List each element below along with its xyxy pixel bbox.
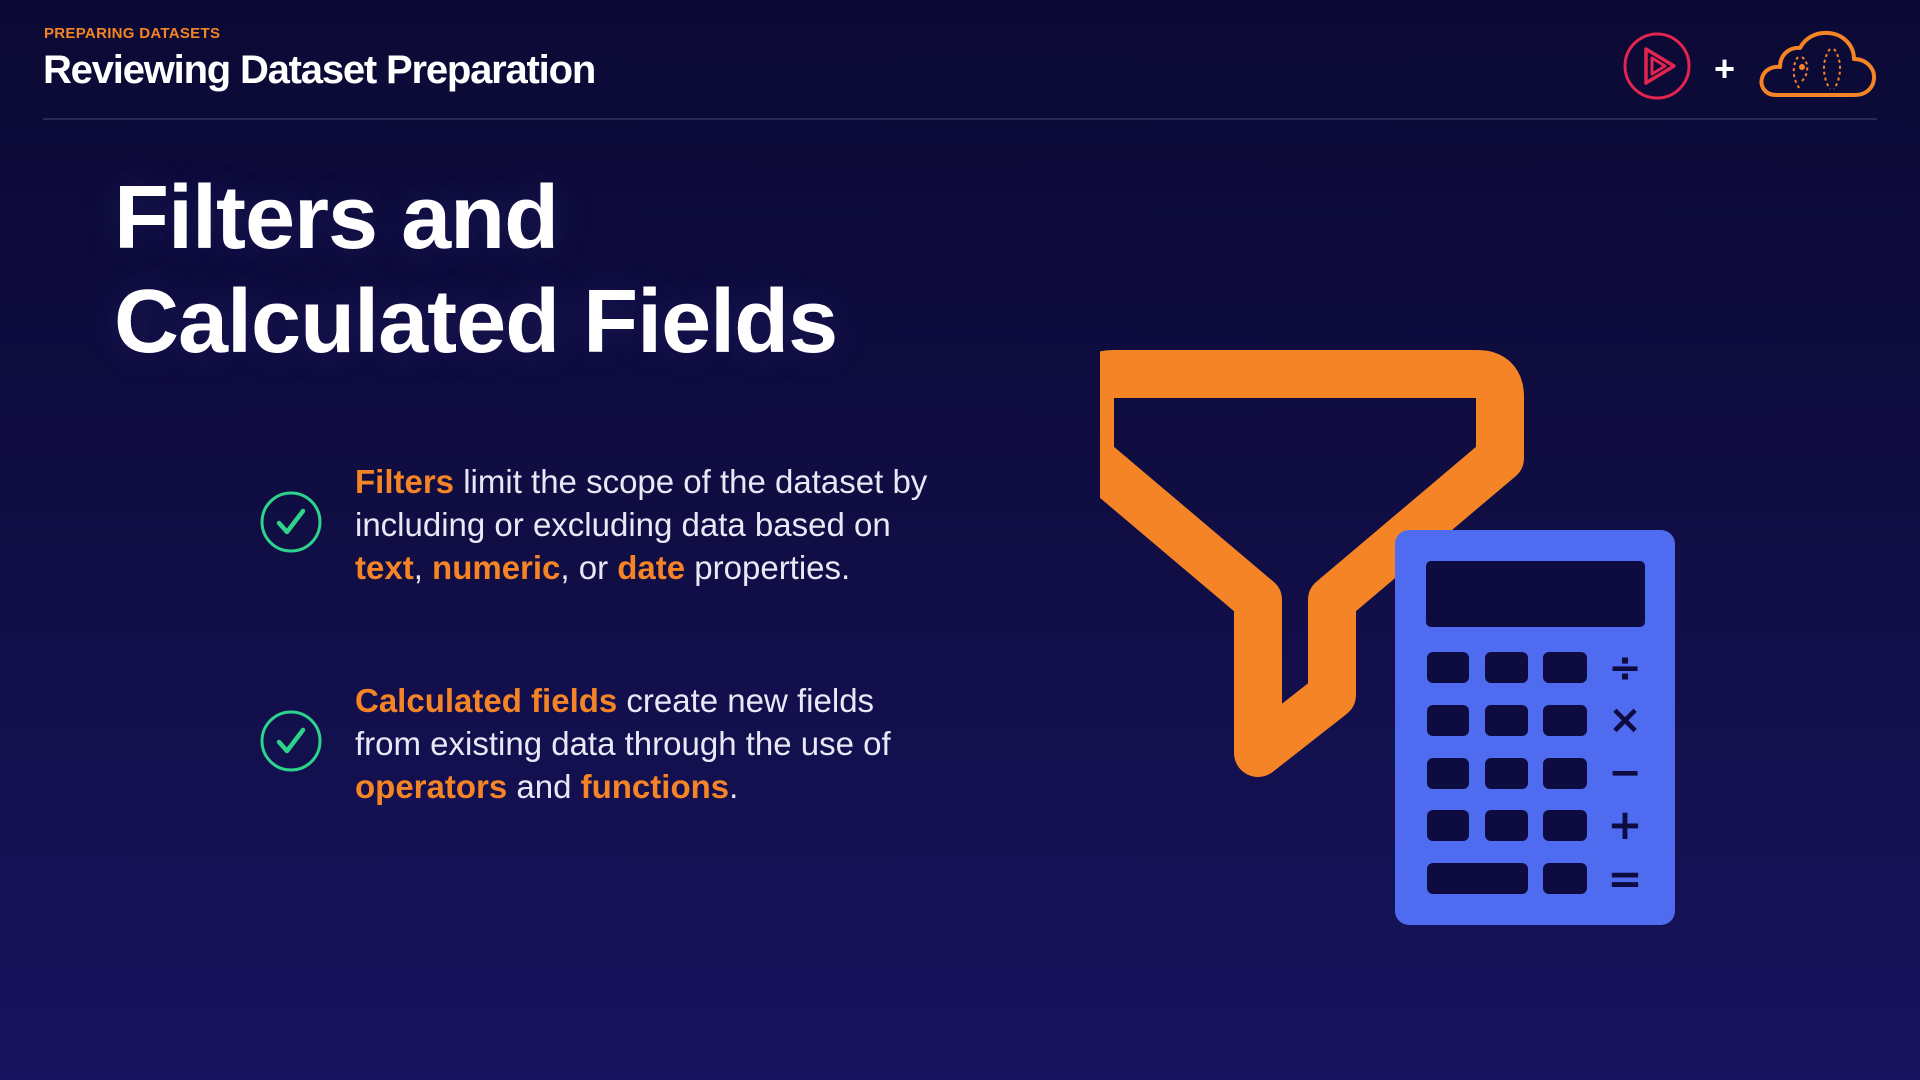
highlight-term: numeric	[432, 549, 561, 586]
check-circle-icon	[260, 491, 322, 553]
section-kicker: PREPARING DATASETS	[44, 25, 221, 42]
text-segment: .	[729, 768, 739, 805]
slide-title-line-2: Calculated Fields	[114, 272, 838, 372]
bullet-line: Calculated fields create new fields	[355, 679, 995, 722]
bullet-line: operators and functions.	[355, 765, 995, 808]
text-segment: create new fields	[617, 682, 875, 719]
cloud-logo-icon	[1759, 30, 1877, 97]
plus-key: +	[1607, 800, 1642, 849]
highlight-term: Calculated fields	[355, 682, 618, 719]
minus-key: −	[1608, 750, 1642, 796]
text-segment: ,	[413, 549, 433, 586]
filter-calculator-illustration: ÷ × − + =	[1100, 350, 1675, 925]
text-segment: from existing data through the use of	[355, 725, 891, 762]
play-logo-icon	[1623, 32, 1691, 100]
bullet-line: Filters limit the scope of the dataset b…	[355, 460, 995, 503]
calculator-icon: ÷ × − + =	[1395, 530, 1675, 925]
text-segment: , or	[560, 549, 618, 586]
slide-title-line-1: Filters and	[114, 168, 559, 268]
text-segment: and	[507, 768, 581, 805]
highlight-term: operators	[355, 768, 508, 805]
text-segment: including or excluding data based on	[355, 506, 891, 543]
highlight-term: Filters	[355, 463, 455, 500]
text-segment: properties.	[685, 549, 851, 586]
bullet-line: including or excluding data based on	[355, 503, 995, 546]
multiply-key: ×	[1608, 697, 1642, 743]
bullet-filters: Filters limit the scope of the dataset b…	[259, 460, 1019, 590]
bullet-calculated-fields: Calculated fields create new fields from…	[259, 679, 1019, 809]
bullet-text: Filters limit the scope of the dataset b…	[355, 460, 995, 589]
slide-title: Filters and Calculated Fields	[114, 166, 838, 374]
bullet-line: from existing data through the use of	[355, 722, 995, 765]
page-title: Reviewing Dataset Preparation	[43, 48, 596, 92]
divide-key: ÷	[1608, 645, 1642, 691]
check-circle-icon	[260, 710, 322, 772]
text-segment: limit the scope of the dataset by	[454, 463, 928, 500]
highlight-term: functions	[580, 768, 730, 805]
bullet-line: text, numeric, or date properties.	[355, 546, 995, 589]
highlight-term: date	[617, 549, 686, 586]
logo-plus-sign: +	[1714, 48, 1736, 89]
bullet-text: Calculated fields create new fields from…	[355, 679, 995, 808]
equals-key: =	[1607, 854, 1642, 903]
highlight-term: text	[355, 549, 414, 586]
funnel-icon	[1100, 350, 1524, 777]
header-divider	[43, 118, 1877, 120]
